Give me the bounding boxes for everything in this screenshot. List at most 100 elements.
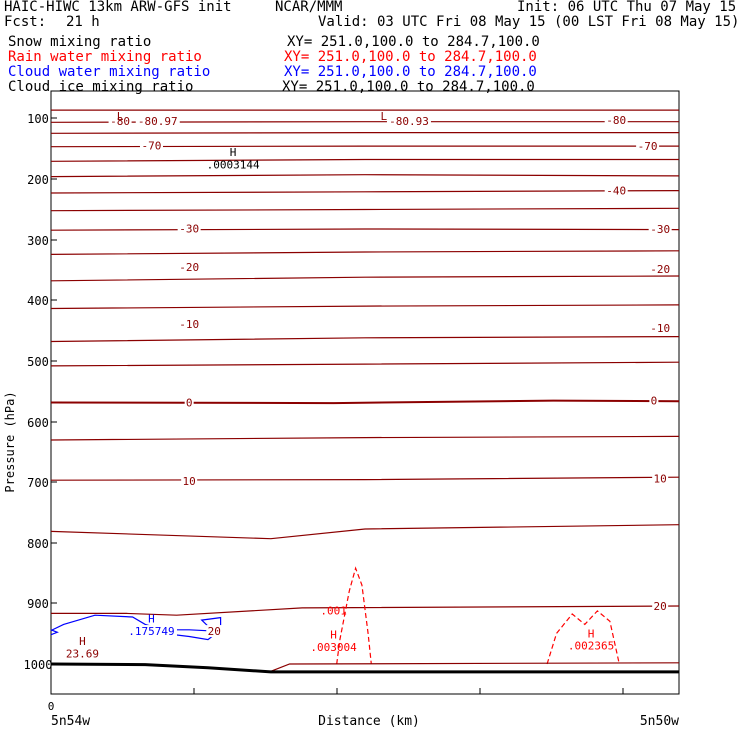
temperature-label-11: -10 — [179, 318, 199, 331]
x-axis-label: Distance (km) — [318, 714, 420, 729]
y-tick-label-900: 900 — [27, 597, 49, 611]
temperature-label-14-bg — [649, 394, 659, 407]
y-tick-label-200: 200 — [27, 173, 49, 187]
x-right-label: 5n50w — [640, 714, 679, 729]
temperature-contour-11 — [50, 304, 680, 310]
y-tick-label-800: 800 — [27, 537, 49, 551]
temperature-label-15: 10 — [183, 475, 196, 488]
terrain-line — [50, 662, 679, 674]
temperature-label-4-bg — [139, 139, 163, 152]
header-fcst: Fcst: — [4, 14, 47, 30]
temperature-label-18: 20 — [208, 625, 221, 638]
y-tick-label-700: 700 — [27, 476, 49, 490]
temperature-contours — [50, 109, 680, 616]
field-cloudwater-name: Cloud water mixing ratio — [8, 64, 211, 80]
annotation-9: .002365 — [568, 640, 614, 653]
header-title: HAIC-HIWC 13km ARW-GFS init — [4, 0, 232, 15]
field-snow-name: Snow mixing ratio — [8, 34, 152, 50]
temperature-contour-16 — [50, 476, 680, 481]
temperature-contour-12 — [50, 336, 680, 343]
temperature-label-6-bg — [604, 184, 628, 197]
temperature-label-16: 10 — [654, 472, 667, 485]
temperature-label-17-bg — [652, 600, 669, 613]
temperature-label-8: -30 — [650, 223, 670, 236]
cloud-water-label-bg — [125, 625, 177, 638]
rain-contour-0 — [336, 566, 372, 665]
temperature-label-16-bg — [652, 472, 669, 485]
terrain-dark-red-line — [270, 662, 680, 672]
annotation-7: .003004 — [310, 641, 357, 654]
temperature-contour-8 — [50, 228, 680, 231]
x-axis — [50, 688, 624, 694]
temperature-label-15-bg — [181, 474, 198, 487]
annotation-2: H — [230, 146, 237, 159]
x-tick-label-0: 0 — [48, 700, 55, 713]
temperature-label-0: -80 — [110, 115, 130, 128]
temperature-label-1-bg — [135, 115, 180, 128]
annotation-8: H — [588, 628, 595, 641]
header-valid: Valid: 03 UTC Fri 08 May 15 (00 LST Fri … — [318, 14, 740, 30]
field-rain-xy: XY= 251.0,100.0 to 284.7,100.0 — [284, 49, 537, 65]
header-init: Init: 06 UTC Thu 07 May 15 — [517, 0, 737, 15]
temperature-label-9-bg — [177, 261, 201, 273]
field-rain-name: Rain water mixing ratio — [8, 49, 202, 65]
temperature-contour-13 — [50, 361, 680, 367]
y-tick-label-600: 600 — [27, 416, 49, 430]
temperature-label-17: 20 — [654, 600, 667, 613]
annotation-1: L — [381, 110, 388, 123]
temperature-label-10-bg — [648, 262, 672, 275]
cloud-water-contour-1 — [50, 629, 59, 636]
temperature-contour-7 — [50, 207, 680, 212]
annotation-10: H — [79, 635, 86, 648]
x-left-label: 5n54w — [51, 714, 90, 729]
temperature-contour-17 — [50, 524, 680, 540]
rain-contours — [336, 566, 620, 665]
temperature-label-6: -40 — [606, 185, 626, 198]
temperature-contour-4 — [50, 158, 679, 162]
y-tick-label-500: 500 — [27, 355, 49, 369]
y-axis: 100 200 300 400 500 600 700 800 900 1000 — [24, 112, 57, 672]
temperature-label-7-bg — [177, 222, 201, 235]
header-center: NCAR/MMM — [275, 0, 343, 15]
temperature-label-9: -20 — [179, 261, 199, 274]
terrain — [50, 662, 680, 674]
header-fcst-value: 21 h — [66, 14, 100, 30]
field-snow-xy: XY= 251.0,100.0 to 284.7,100.0 — [287, 34, 540, 50]
y-axis-label: Pressure (hPa) — [3, 391, 17, 492]
plot-frame — [50, 90, 680, 695]
temperature-label-0-bg — [108, 115, 132, 128]
y-tick-label-1000: 1000 — [24, 658, 53, 672]
temperature-contour-18 — [51, 605, 680, 616]
field-cloudwater-xy: XY= 251.0,100.0 to 284.7,100.0 — [284, 64, 537, 80]
temperature-contour-2 — [50, 132, 679, 134]
y-tick-label-100: 100 — [27, 112, 49, 126]
temperature-label-10: -20 — [650, 263, 670, 276]
temperature-label-3: -80 — [606, 114, 626, 127]
rain-contour-1 — [546, 610, 620, 665]
temperature-contour-5 — [50, 174, 680, 178]
temperature-label-12-bg — [648, 322, 672, 335]
cloud-water-label: .175749 — [128, 625, 174, 638]
temperature-label-4: -70 — [142, 139, 162, 152]
annotation-0: L — [117, 110, 124, 123]
y-tick-label-400: 400 — [27, 294, 49, 308]
temperature-label-11-bg — [177, 317, 201, 330]
temperature-contour-6 — [50, 190, 680, 194]
temperature-contour-10 — [50, 275, 680, 282]
temperature-contour-15 — [50, 435, 680, 441]
temperature-label-5-bg — [636, 140, 660, 153]
temperature-label-3-bg — [604, 113, 628, 126]
annotation-5: .001 — [320, 604, 347, 617]
temperature-label-7: -30 — [179, 222, 199, 235]
annotation-6: H — [330, 629, 337, 642]
temperature-contour-14 — [50, 399, 680, 405]
temperature-label-8-bg — [648, 223, 672, 236]
annotation-4: H — [148, 612, 155, 625]
temperature-label-14: 0 — [651, 395, 658, 408]
temperature-label-18-bg — [206, 625, 223, 638]
annotation-3: .0003144 — [207, 158, 260, 171]
annotation-11: 23.69 — [66, 648, 99, 661]
temperature-label-13-bg — [184, 396, 194, 409]
temperature-label-2-bg — [386, 115, 431, 128]
